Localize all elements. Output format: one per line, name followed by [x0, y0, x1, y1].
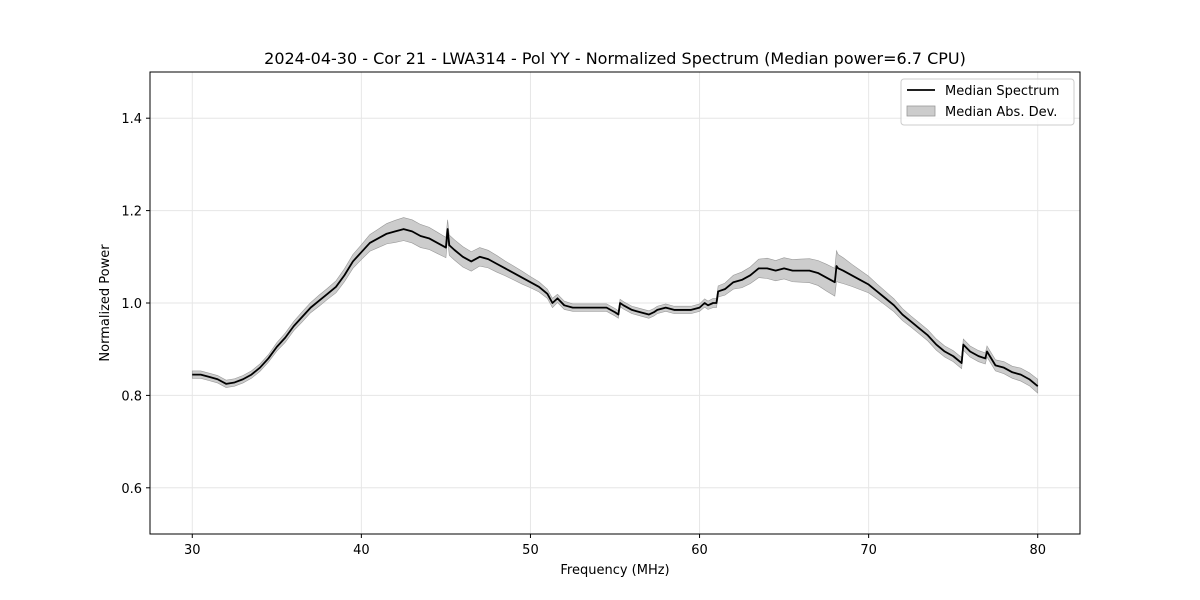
median-abs-dev-band	[191, 217, 1039, 394]
y-axis-label: Normalized Power	[98, 244, 113, 362]
legend-band-swatch	[906, 105, 936, 117]
y-tick-label: 1.4	[121, 112, 142, 127]
legend-box	[900, 78, 1075, 126]
x-tick-label: 80	[1029, 543, 1046, 558]
y-tick-label: 0.6	[121, 482, 142, 497]
y-tick-label: 1.2	[121, 205, 142, 220]
y-tick-label: 1.0	[121, 297, 142, 312]
chart-title: 2024-04-30 - Cor 21 - LWA314 - Pol YY - …	[264, 49, 966, 68]
mad-band-layer	[191, 217, 1039, 394]
median-line-layer	[192, 228, 1039, 387]
x-tick-label: 30	[184, 543, 201, 558]
y-tick-label: 0.8	[121, 389, 142, 404]
x-tick-label: 40	[353, 543, 370, 558]
x-tick-label: 60	[691, 543, 708, 558]
axis-ticks: 30 40 50 60 70 80 0.6 0.8 1.0 1.2 1.4	[121, 112, 1046, 558]
x-axis-label: Frequency (MHz)	[560, 563, 669, 578]
legend-median-abs-dev-label: Median Abs. Dev.	[945, 105, 1057, 120]
x-tick-label: 70	[860, 543, 877, 558]
x-tick-label: 50	[522, 543, 539, 558]
median-spectrum-line	[192, 228, 1039, 387]
legend: Median Spectrum Median Abs. Dev.	[900, 78, 1075, 126]
legend-median-spectrum-label: Median Spectrum	[945, 84, 1059, 99]
